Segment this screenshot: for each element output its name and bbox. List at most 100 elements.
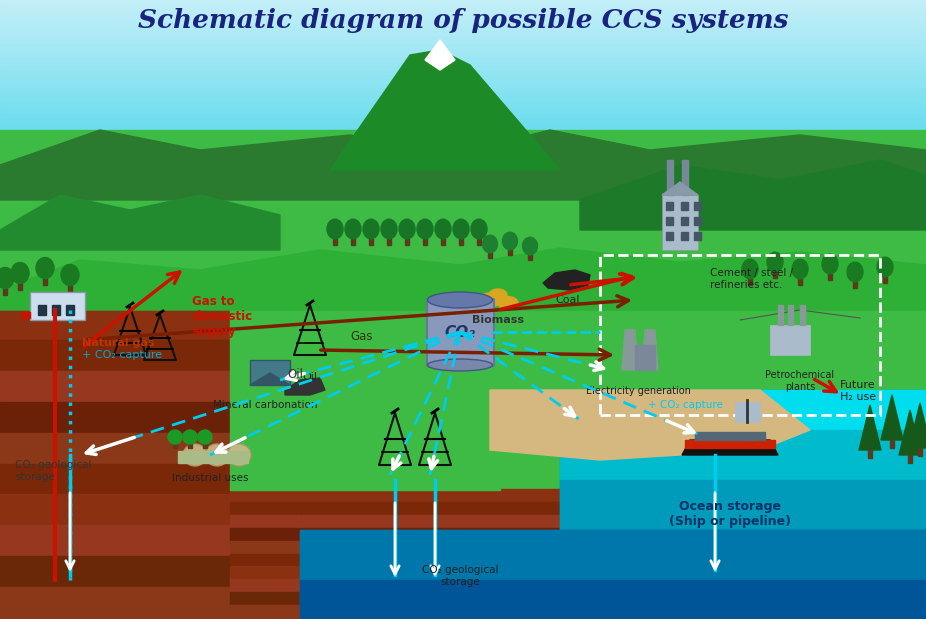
Bar <box>0 55 926 61</box>
Polygon shape <box>863 418 877 439</box>
Bar <box>351 238 355 245</box>
Ellipse shape <box>498 297 518 310</box>
Ellipse shape <box>36 258 54 279</box>
Bar <box>0 107 926 113</box>
Bar <box>0 33 926 39</box>
Bar <box>52 305 60 315</box>
Bar <box>788 305 793 325</box>
Polygon shape <box>0 130 926 200</box>
Bar <box>477 238 481 245</box>
Bar <box>0 42 926 48</box>
Polygon shape <box>885 409 899 429</box>
Polygon shape <box>490 390 810 460</box>
Bar <box>203 443 207 448</box>
Bar <box>22 312 30 318</box>
Ellipse shape <box>877 258 893 277</box>
Bar <box>681 232 688 240</box>
Text: Gas: Gas <box>350 329 372 342</box>
Bar <box>828 273 832 280</box>
Bar <box>230 592 300 607</box>
Bar <box>0 130 926 619</box>
Bar <box>300 530 926 580</box>
Bar <box>0 433 230 465</box>
Bar <box>333 238 337 245</box>
Text: Oil: Oil <box>287 368 303 381</box>
Bar <box>694 217 701 225</box>
Ellipse shape <box>503 232 518 249</box>
Bar <box>0 371 230 404</box>
Ellipse shape <box>198 430 212 444</box>
Text: Electricity generation: Electricity generation <box>585 386 691 396</box>
Bar <box>369 238 373 245</box>
Bar <box>890 440 894 448</box>
Bar <box>230 566 300 581</box>
Ellipse shape <box>479 293 501 307</box>
Bar <box>488 252 492 258</box>
Bar <box>695 432 765 440</box>
Ellipse shape <box>767 252 783 272</box>
Bar <box>250 360 290 385</box>
Ellipse shape <box>183 430 197 444</box>
Bar <box>778 305 783 325</box>
Ellipse shape <box>489 289 507 301</box>
Bar <box>300 528 600 543</box>
Bar <box>918 448 922 456</box>
Bar <box>387 238 391 245</box>
Bar <box>0 25 926 30</box>
Bar <box>694 232 701 240</box>
Bar <box>178 451 248 463</box>
Bar <box>0 98 926 104</box>
Polygon shape <box>881 395 903 440</box>
Bar <box>43 278 47 285</box>
Polygon shape <box>425 40 455 70</box>
Bar <box>666 232 673 240</box>
Ellipse shape <box>363 219 379 239</box>
Polygon shape <box>0 195 280 250</box>
Bar <box>300 502 600 517</box>
Ellipse shape <box>742 259 758 279</box>
Bar <box>230 489 300 504</box>
Ellipse shape <box>0 267 14 288</box>
Bar <box>0 587 230 619</box>
Bar <box>3 288 7 295</box>
Ellipse shape <box>453 219 469 239</box>
Text: Industrial uses: Industrial uses <box>171 473 248 483</box>
Polygon shape <box>543 270 590 290</box>
Ellipse shape <box>792 259 808 279</box>
Bar <box>0 495 230 527</box>
Bar <box>560 430 926 480</box>
Bar <box>300 592 600 607</box>
Bar <box>441 238 445 245</box>
Polygon shape <box>330 50 560 170</box>
Bar <box>560 390 926 430</box>
Bar <box>230 579 300 594</box>
Text: Biomass: Biomass <box>472 315 524 325</box>
Bar <box>600 255 880 415</box>
Ellipse shape <box>428 359 493 371</box>
Text: Petrochemical
plants: Petrochemical plants <box>766 370 834 392</box>
Ellipse shape <box>822 254 838 274</box>
Ellipse shape <box>522 237 537 255</box>
Bar <box>300 515 600 530</box>
Bar <box>230 310 500 490</box>
Bar <box>735 402 760 422</box>
Bar <box>0 20 926 26</box>
Ellipse shape <box>345 219 361 239</box>
Bar <box>681 202 688 210</box>
Polygon shape <box>909 403 926 448</box>
Bar <box>173 443 177 448</box>
Bar <box>0 29 926 35</box>
Bar <box>908 455 912 463</box>
Ellipse shape <box>168 430 182 444</box>
Bar <box>770 325 810 355</box>
Bar <box>0 116 926 121</box>
Bar <box>508 249 512 255</box>
Bar <box>0 68 926 74</box>
Bar <box>230 515 300 530</box>
Bar <box>0 340 230 373</box>
Bar <box>666 217 673 225</box>
Bar <box>868 450 872 458</box>
Ellipse shape <box>61 264 79 285</box>
Ellipse shape <box>482 235 497 253</box>
Bar <box>773 271 777 278</box>
